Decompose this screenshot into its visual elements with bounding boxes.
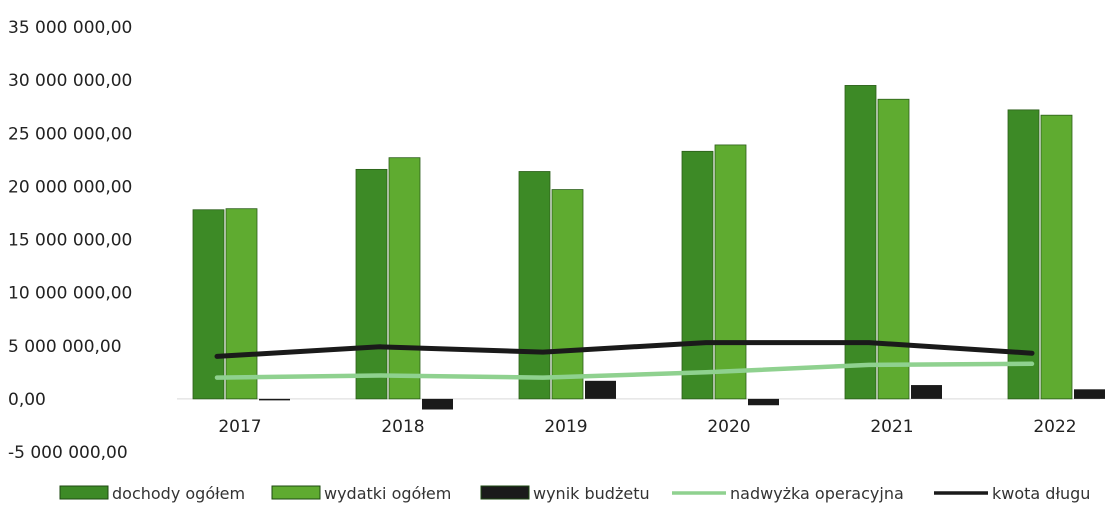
bar-dochody-ogolem-2019 xyxy=(518,171,551,400)
x-tick-label: 2020 xyxy=(707,417,750,437)
bar-dochody-ogolem-2018 xyxy=(355,168,388,400)
legend-label: kwota długu xyxy=(992,484,1090,503)
bar-wynik-budzetu-2017 xyxy=(259,398,290,401)
legend-item-wydatki-ogolem: wydatki ogółem xyxy=(271,484,451,503)
legend-label: nadwyżka operacyjna xyxy=(730,484,904,503)
y-tick-label: 10 000 000,00 xyxy=(8,284,132,304)
bar-wydatki-ogolem-2021 xyxy=(877,98,910,400)
legend-item-nadwyzka-operacyjna: nadwyżka operacyjna xyxy=(672,484,904,503)
bar-dochody-ogolem-2021 xyxy=(844,85,877,400)
x-tick-label: 2017 xyxy=(218,417,261,437)
y-axis: 35 000 000,00 30 000 000,00 25 000 000,00 2… xyxy=(8,18,1100,463)
line-series xyxy=(214,340,1035,380)
bar-dochody-ogolem-2020 xyxy=(681,150,714,400)
legend-swatch xyxy=(271,485,321,500)
legend-item-wynik-budzetu: wynik budżetu xyxy=(480,484,650,503)
y-tick-label: 5 000 000,00 xyxy=(8,337,122,357)
bar-wynik-budzetu-2018 xyxy=(422,398,453,410)
legend-label: wydatki ogółem xyxy=(324,484,451,503)
bar-wydatki-ogolem-2018 xyxy=(388,157,421,400)
bar-wynik-budzetu-2021 xyxy=(911,385,942,399)
legend-label: dochody ogółem xyxy=(112,484,245,503)
x-tick-label: 2021 xyxy=(870,417,913,437)
bar-dochody-ogolem-2017 xyxy=(192,209,225,400)
legend-item-dochody-ogolem: dochody ogółem xyxy=(59,484,245,503)
y-tick-label: 30 000 000,00 xyxy=(8,71,132,91)
y-tick-label: 0,00 xyxy=(8,390,46,410)
legend-label: wynik budżetu xyxy=(533,484,650,503)
x-axis: 2017 2018 2019 2020 2021 2022 xyxy=(218,417,1076,437)
bar-wynik-budzetu-2020 xyxy=(748,398,779,406)
line-nadwyzka-operacyjna xyxy=(214,361,1035,380)
y-tick-label: 25 000 000,00 xyxy=(8,124,132,144)
line-kwota-dlugu xyxy=(214,340,1035,359)
bar-wynik-budzetu-2022 xyxy=(1074,389,1105,399)
legend-swatch xyxy=(480,485,530,500)
bar-wynik-budzetu-2019 xyxy=(585,380,616,399)
bar-wydatki-ogolem-2019 xyxy=(551,189,584,400)
x-tick-label: 2018 xyxy=(381,417,424,437)
bar-wydatki-ogolem-2017 xyxy=(225,208,258,400)
legend-item-kwota-dlugu: kwota długu xyxy=(934,484,1090,503)
y-tick-label: 35 000 000,00 xyxy=(8,18,132,38)
y-tick-label: 20 000 000,00 xyxy=(8,177,132,197)
legend: dochody ogółem wydatki ogółem wynik budżet… xyxy=(59,484,1090,503)
x-tick-label: 2022 xyxy=(1033,417,1076,437)
bar-series xyxy=(192,85,1105,410)
bar-wydatki-ogolem-2020 xyxy=(714,144,747,400)
y-tick-label: -5 000 000,00 xyxy=(8,443,128,463)
y-tick-label: 15 000 000,00 xyxy=(8,231,132,251)
x-tick-label: 2019 xyxy=(544,417,587,437)
legend-swatch xyxy=(59,485,109,500)
bar-wydatki-ogolem-2022 xyxy=(1040,114,1073,400)
bar-dochody-ogolem-2022 xyxy=(1007,109,1040,400)
